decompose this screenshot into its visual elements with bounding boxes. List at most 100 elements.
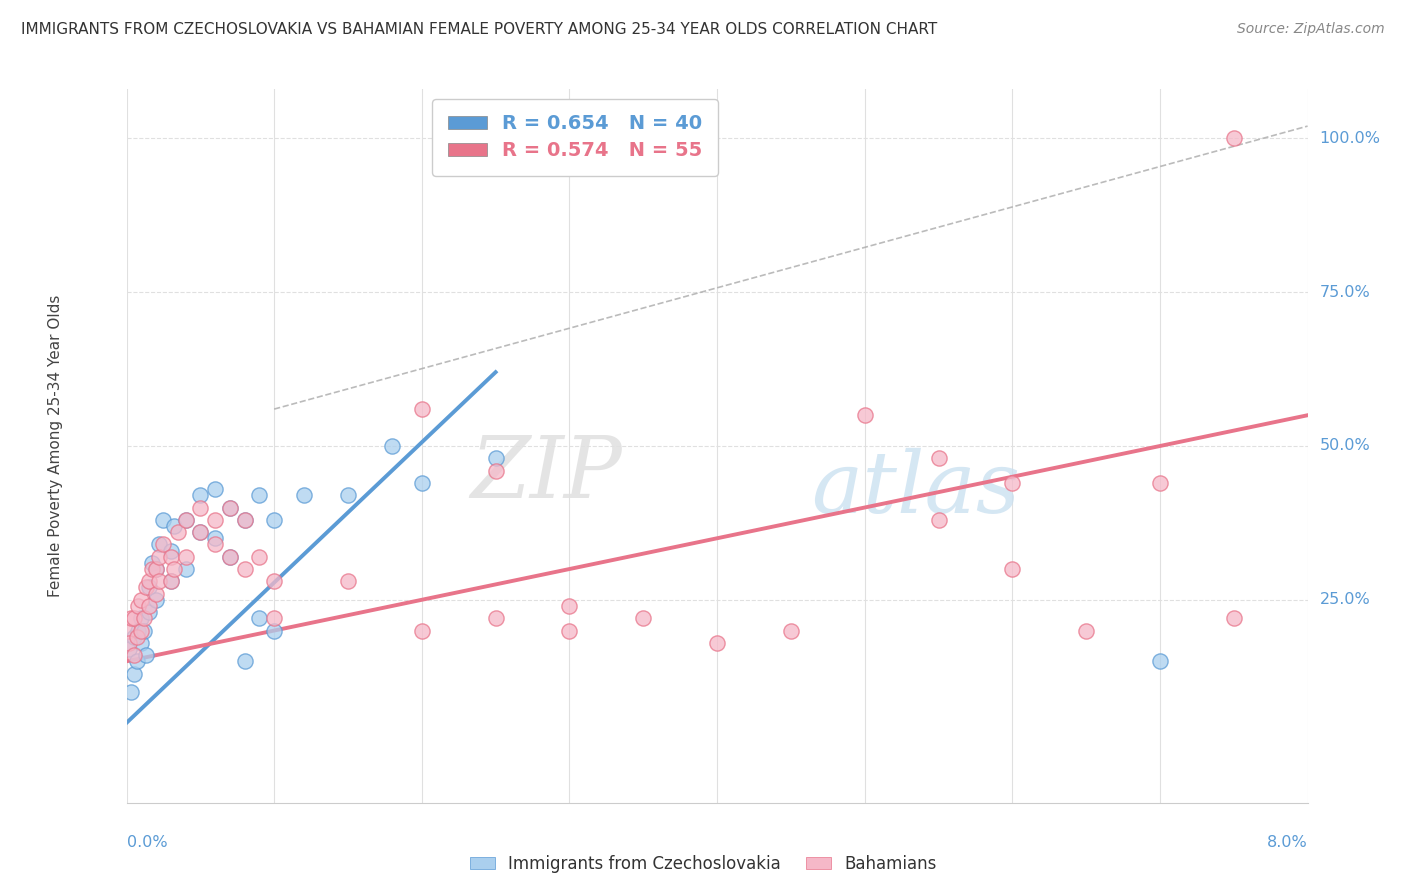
Point: [204, 482, 226, 496]
Point: [138, 599, 160, 613]
Point: [928, 451, 950, 466]
Point: [160, 549, 183, 564]
Point: [1222, 131, 1246, 145]
Point: [558, 624, 581, 638]
Point: [129, 611, 153, 625]
Point: [148, 574, 170, 589]
Point: [1222, 611, 1246, 625]
Point: [204, 513, 226, 527]
Point: [188, 500, 211, 515]
Point: [122, 666, 145, 681]
Point: [129, 592, 153, 607]
Point: [411, 475, 433, 490]
Legend: Immigrants from Czechoslovakia, Bahamians: Immigrants from Czechoslovakia, Bahamian…: [463, 848, 943, 880]
Point: [145, 592, 167, 607]
Point: [1149, 475, 1171, 490]
Point: [1001, 562, 1024, 576]
Text: 25.0%: 25.0%: [1319, 592, 1369, 607]
Point: [233, 513, 256, 527]
Point: [127, 624, 149, 638]
Point: [219, 549, 242, 564]
Point: [167, 525, 190, 540]
Point: [263, 611, 285, 625]
Point: [160, 574, 183, 589]
Point: [204, 537, 226, 551]
Point: [219, 500, 242, 515]
Point: [484, 451, 508, 466]
Point: [135, 581, 157, 595]
Text: 100.0%: 100.0%: [1319, 131, 1381, 146]
Point: [174, 513, 197, 527]
Point: [263, 624, 285, 638]
Point: [134, 624, 156, 638]
Point: [148, 537, 170, 551]
Text: atlas: atlas: [811, 448, 1021, 530]
Point: [779, 624, 801, 638]
Point: [145, 562, 167, 576]
Point: [263, 513, 285, 527]
Point: [188, 525, 211, 540]
Point: [141, 562, 163, 576]
Point: [247, 549, 270, 564]
Point: [145, 587, 167, 601]
Point: [263, 574, 285, 589]
Point: [145, 562, 167, 576]
Text: IMMIGRANTS FROM CZECHOSLOVAKIA VS BAHAMIAN FEMALE POVERTY AMONG 25-34 YEAR OLDS : IMMIGRANTS FROM CZECHOSLOVAKIA VS BAHAMI…: [21, 22, 938, 37]
Point: [411, 624, 433, 638]
Point: [188, 525, 211, 540]
Point: [129, 636, 153, 650]
Point: [160, 543, 183, 558]
Point: [163, 562, 186, 576]
Point: [148, 549, 170, 564]
Point: [122, 611, 145, 625]
Text: 50.0%: 50.0%: [1319, 439, 1369, 453]
Point: [122, 648, 145, 662]
Point: [928, 513, 950, 527]
Point: [292, 488, 315, 502]
Point: [706, 636, 728, 650]
Point: [337, 488, 360, 502]
Text: 75.0%: 75.0%: [1319, 285, 1369, 300]
Point: [188, 488, 211, 502]
Point: [1149, 654, 1171, 668]
Point: [152, 537, 174, 551]
Point: [381, 439, 404, 453]
Point: [219, 500, 242, 515]
Point: [558, 599, 581, 613]
Point: [484, 464, 508, 478]
Point: [125, 630, 148, 644]
Point: [120, 685, 142, 699]
Point: [233, 513, 256, 527]
Point: [163, 519, 186, 533]
Point: [138, 574, 160, 589]
Text: Source: ZipAtlas.com: Source: ZipAtlas.com: [1237, 22, 1385, 37]
Point: [120, 611, 142, 625]
Point: [411, 402, 433, 417]
Text: Female Poverty Among 25-34 Year Olds: Female Poverty Among 25-34 Year Olds: [48, 295, 63, 597]
Point: [204, 531, 226, 545]
Point: [233, 562, 256, 576]
Point: [138, 581, 160, 595]
Point: [118, 636, 141, 650]
Point: [337, 574, 360, 589]
Point: [138, 605, 160, 619]
Point: [117, 624, 139, 638]
Point: [118, 642, 141, 657]
Point: [247, 488, 270, 502]
Point: [1001, 475, 1024, 490]
Text: ZIP: ZIP: [471, 434, 623, 516]
Point: [141, 556, 163, 570]
Point: [160, 574, 183, 589]
Text: 0.0%: 0.0%: [127, 836, 167, 850]
Point: [127, 599, 149, 613]
Point: [233, 654, 256, 668]
Point: [129, 624, 153, 638]
Point: [247, 611, 270, 625]
Point: [174, 513, 197, 527]
Point: [152, 513, 174, 527]
Point: [1076, 624, 1098, 638]
Point: [134, 611, 156, 625]
Point: [219, 549, 242, 564]
Point: [633, 611, 655, 625]
Point: [853, 409, 876, 423]
